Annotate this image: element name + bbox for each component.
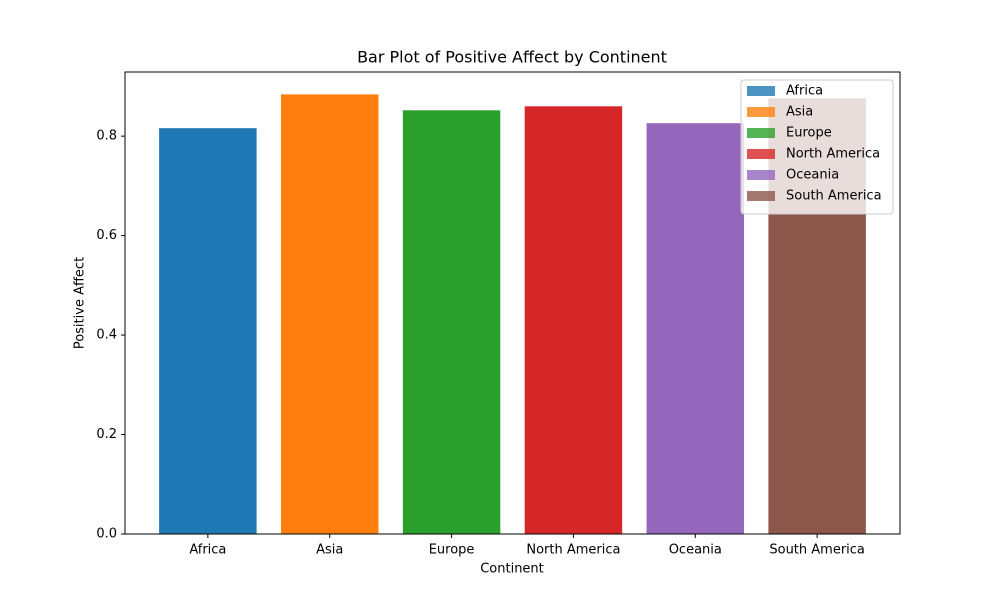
legend-swatch — [747, 86, 775, 96]
x-tick-label: Asia — [316, 543, 343, 558]
y-tick-label: 0.8 — [96, 129, 117, 144]
x-axis-label: Continent — [480, 562, 544, 577]
y-tick-label: 0.6 — [96, 228, 117, 243]
axes-frame — [124, 71, 901, 535]
x-tick-label: Europe — [429, 543, 475, 558]
legend-label: Asia — [786, 105, 813, 120]
bar — [280, 94, 379, 534]
legend-label: North America — [786, 147, 880, 162]
legend-swatch — [747, 149, 775, 159]
legend-swatch — [747, 170, 775, 180]
x-tick-label: North America — [526, 543, 620, 558]
chart-title: Bar Plot of Positive Affect by Continent — [357, 48, 667, 67]
y-tick-label: 0.4 — [96, 328, 117, 343]
bar — [402, 110, 501, 534]
legend-swatch — [747, 191, 775, 201]
y-tick-label: 0.0 — [96, 527, 117, 542]
x-tick-label: Oceania — [669, 543, 722, 558]
y-tick-label: 0.2 — [96, 427, 117, 442]
legend-label: Europe — [786, 126, 832, 141]
bar — [159, 128, 257, 534]
legend-label: Oceania — [786, 168, 839, 183]
bar — [646, 123, 745, 535]
x-tick-label: Africa — [189, 543, 226, 558]
x-tick-label: South America — [769, 543, 865, 558]
legend-label: Africa — [786, 84, 823, 99]
bar — [524, 106, 623, 534]
legend-swatch — [747, 128, 775, 138]
legend-box — [740, 79, 894, 215]
legend-label: South America — [786, 189, 882, 204]
y-axis-label: Positive Affect — [73, 257, 88, 349]
legend-swatch — [747, 107, 775, 117]
